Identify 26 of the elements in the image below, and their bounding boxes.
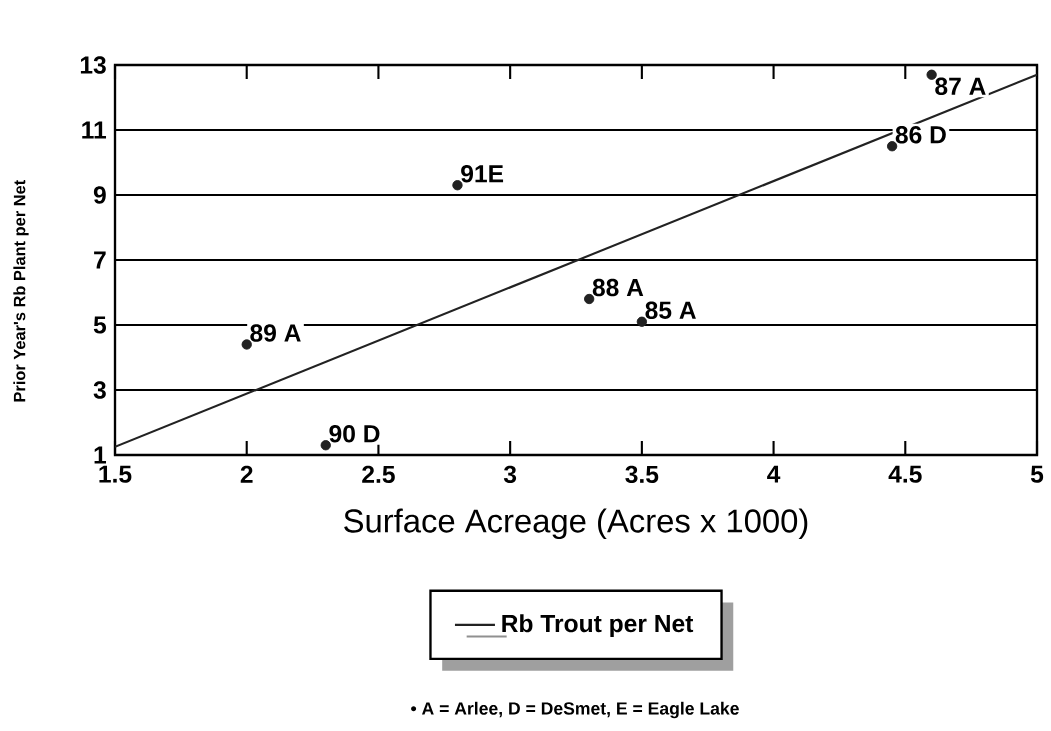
y-tick-label: 9 <box>93 186 106 204</box>
annotation: 85 A <box>645 301 696 319</box>
annotation: 87 A <box>935 77 986 95</box>
x-tick-label: 3.5 <box>625 465 659 484</box>
y-tick-label: 13 <box>80 56 106 74</box>
x-tick-label: 1.5 <box>99 465 132 483</box>
annotation: 89 A <box>250 324 301 342</box>
y-tick-label: 5 <box>93 316 107 334</box>
x-tick-label: 3 <box>503 465 517 484</box>
x-tick-label: 4.5 <box>888 465 922 483</box>
annotation: 91E <box>461 165 504 183</box>
annotation: 86 D <box>895 126 946 144</box>
x-axis-title: Surface Acreage (Acres x 1000) <box>344 508 808 540</box>
annotation: 88 A <box>592 278 644 297</box>
annotation: 90 D <box>329 425 380 443</box>
y-axis-title: Prior Year's Rb Plant per Net <box>13 180 29 402</box>
y-tick-label: 7 <box>94 251 106 269</box>
x-tick-label: 2 <box>240 465 253 483</box>
text: • A = Arlee, D = DeSmet, E = Eagle Lake <box>411 701 739 719</box>
y-tick-label: 1 <box>94 446 107 464</box>
x-tick-label: 5 <box>1030 465 1044 483</box>
y-tick-label: 11 <box>82 121 107 139</box>
x-tick-label: 2.5 <box>362 465 395 484</box>
legend-label: Rb Trout per Net <box>502 614 694 638</box>
y-tick-label: 3 <box>93 381 106 399</box>
x-tick-label: 4 <box>767 465 781 483</box>
